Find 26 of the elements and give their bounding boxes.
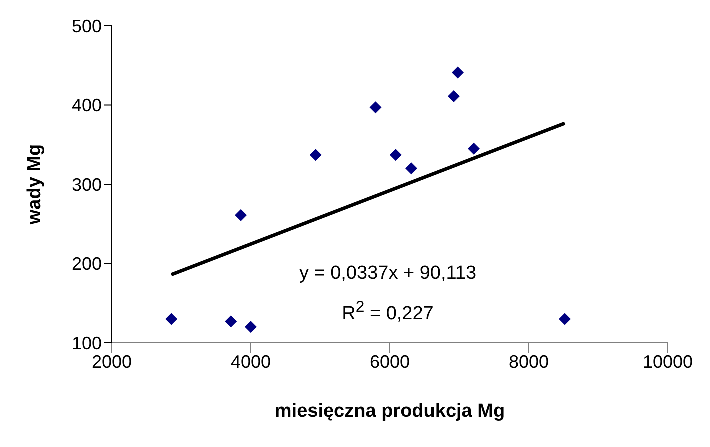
x-axis-title: miesięczna produkcja Mg [274,401,506,422]
x-tick-label: 6000 [370,352,410,372]
y-axis-title: wady Mg [24,144,46,226]
point [225,316,238,328]
point [235,209,248,222]
point [468,142,480,155]
annotation: y = 0,0337x + 90,113 [298,263,478,285]
point [166,313,178,326]
point [370,102,382,114]
point [310,149,322,162]
point [452,66,464,79]
y-tick-label: 400 [72,96,102,116]
y-tick-label: 300 [72,174,102,195]
annotation: R$^{2}$ = 0,227 [341,299,435,326]
x-tick-label: 4000 [230,352,272,372]
x-tick-label: 8000 [508,352,550,372]
point [390,149,402,162]
point [406,162,418,175]
y-tick-label: 500 [72,16,102,36]
x-tick-label: 2000 [92,352,132,372]
y-tick-label: 100 [72,333,102,354]
point [448,90,460,103]
y-tick-label: 200 [72,254,102,274]
x-tick-label: 10000 [642,352,694,372]
point [559,313,571,326]
point [245,321,257,334]
